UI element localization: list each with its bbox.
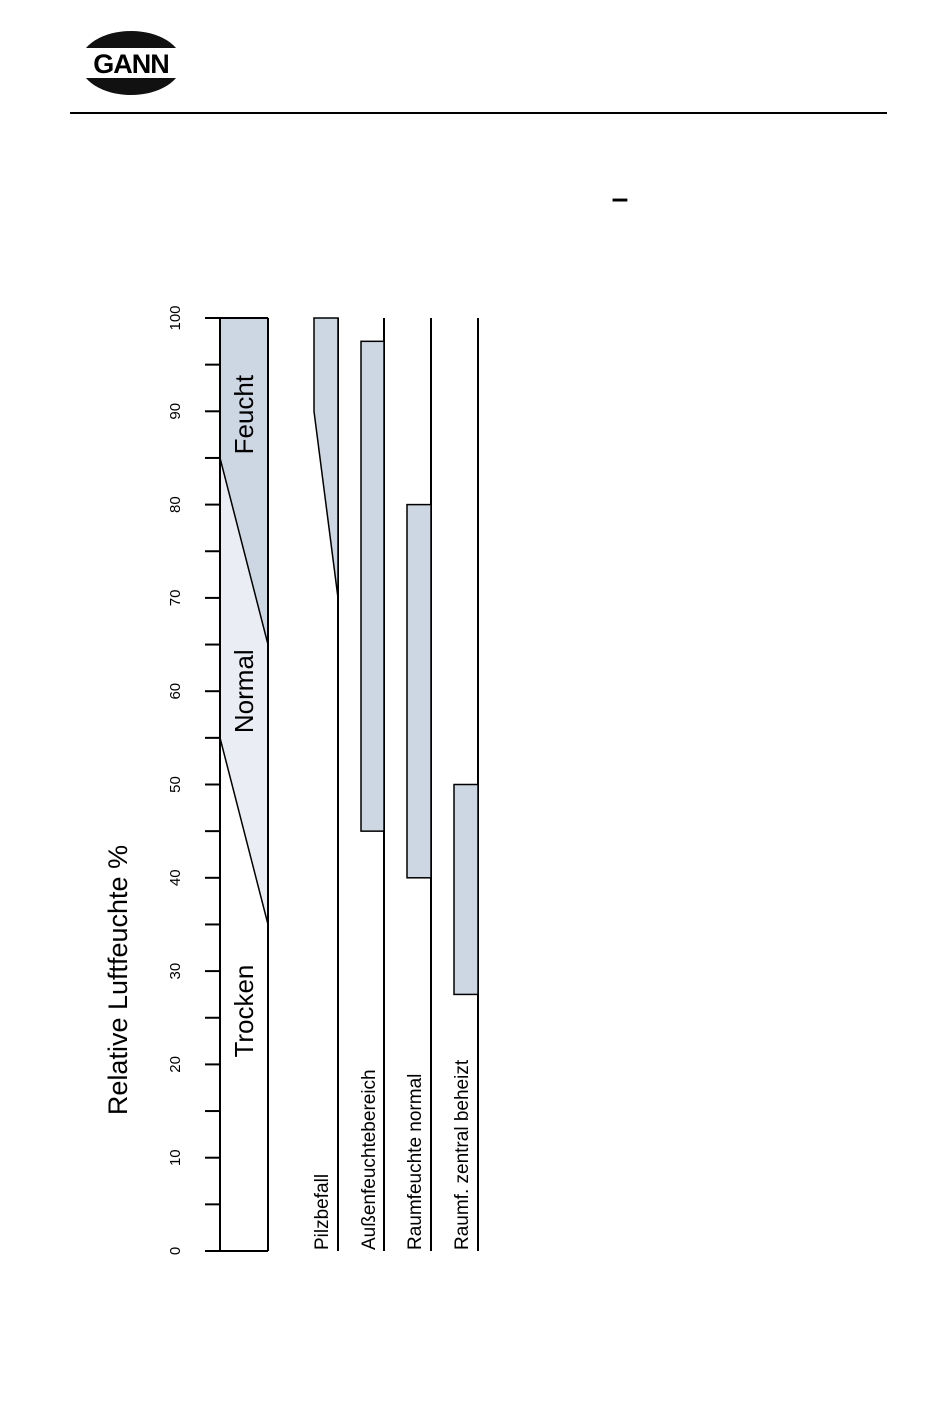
range-bar — [360, 340, 385, 832]
y-tick-label: 20 — [167, 1056, 184, 1073]
zone — [220, 318, 268, 645]
logo: GANN — [78, 31, 184, 95]
range-bar — [453, 783, 479, 996]
y-tick-label: 80 — [167, 496, 184, 513]
column-label: Raumfeuchte normal — [405, 1074, 426, 1250]
range-bar — [406, 503, 432, 879]
zone-boundary — [219, 457, 269, 645]
y-tick-label: 0 — [167, 1247, 184, 1255]
y-tick-label: 50 — [167, 776, 184, 793]
zone-label: Normal — [229, 649, 259, 733]
heading: – — [612, 182, 629, 215]
y-tick-label: 70 — [167, 590, 184, 607]
column-label: Pilzbefall — [312, 1174, 333, 1250]
y-tick-label: 100 — [167, 305, 184, 330]
column-label: Außenfeuchtebereich — [359, 1069, 380, 1250]
y-axis-title: Relative Luftfeuchte % — [103, 845, 133, 1115]
range-bar — [313, 317, 339, 598]
y-tick-label: 40 — [167, 869, 184, 886]
logo-text: GANN — [93, 49, 169, 79]
chart: Relative Luftfeuchte % Feucht Normal Trocke… — [103, 305, 479, 1255]
y-tick-label: 30 — [167, 963, 184, 980]
y-tick-label: 90 — [167, 403, 184, 420]
zone-boundary — [219, 737, 269, 925]
y-tick-label: 60 — [167, 683, 184, 700]
y-tick-label: 10 — [167, 1149, 184, 1166]
column-label: Raumf. zentral beheizt — [452, 1059, 473, 1250]
logo-band — [78, 48, 184, 78]
zone-label: Trocken — [229, 965, 259, 1058]
zone-label: Feucht — [229, 374, 259, 454]
